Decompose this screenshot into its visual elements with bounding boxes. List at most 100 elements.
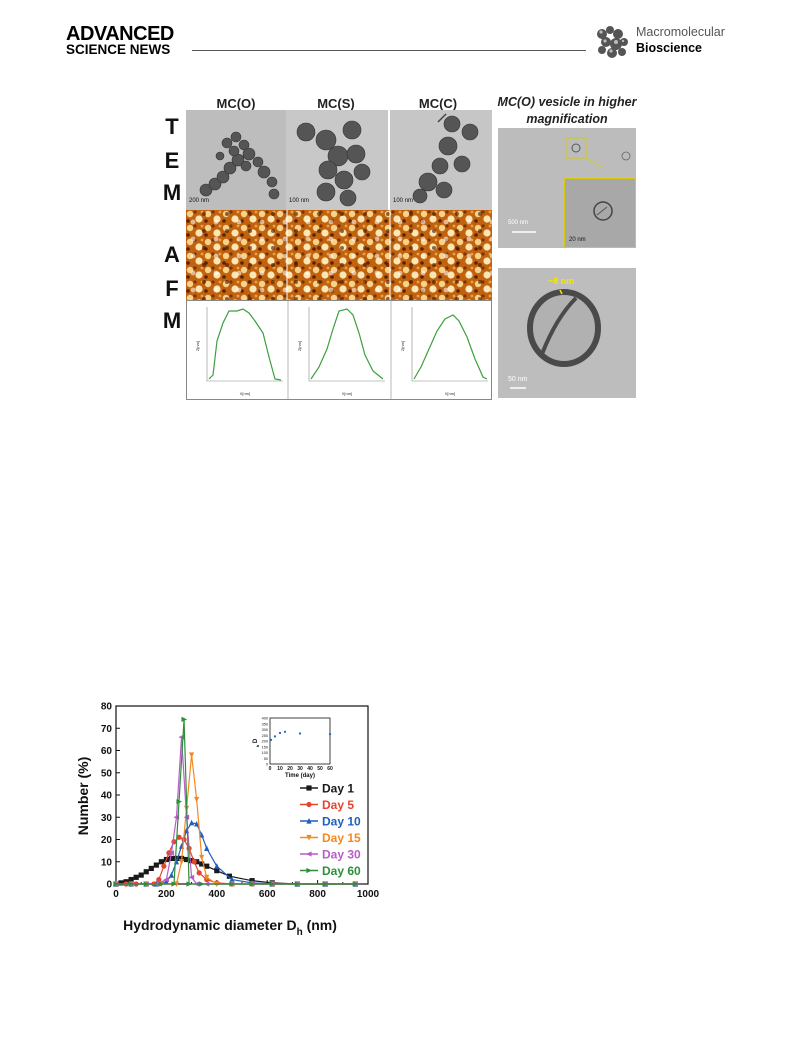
data-point: [168, 850, 175, 856]
tem-mcc-scale: 100 nm: [393, 198, 414, 204]
column-title-mcc: MC(C): [418, 96, 458, 111]
data-point: [168, 855, 175, 862]
side-letter-t: T: [165, 114, 179, 139]
data-point: [163, 878, 169, 885]
inset-y-tick-label: 400: [262, 717, 268, 721]
legend-item: Day 10: [300, 815, 361, 829]
journal-name-line2: Bioscience: [636, 41, 703, 55]
header-rule: [192, 50, 586, 51]
inset-y-tick-label: 300: [262, 728, 268, 732]
inset-y-axis-label: D: [253, 738, 259, 743]
vesicle-panel-title: MC(O) vesicle in higher magnification: [494, 94, 640, 128]
x-tick-label: 800: [309, 889, 326, 900]
tem-mco-particles: [199, 131, 280, 200]
data-point: [176, 799, 183, 805]
publisher-logo: ADVANCED SCIENCE NEWS: [66, 24, 174, 57]
dls-size-distribution-chart: 0 200 400 600 800 1000 0 10 20 30 40 50 60 70 80 Day 1…: [70, 698, 390, 939]
afm-profile-mcs: [310, 308, 384, 380]
vesicle-overview-scale: 500 nm: [508, 220, 529, 226]
legend-label: Day 30: [322, 848, 361, 862]
inset-x-tick-label: 30: [297, 766, 303, 772]
column-title-mco: MC(O): [216, 96, 256, 111]
data-point: [138, 872, 144, 878]
legend-item: Day 15: [300, 831, 361, 845]
data-point: [171, 839, 177, 845]
legend-item: Day 5: [300, 798, 354, 812]
inset-y-tick-label: 350: [262, 722, 268, 726]
data-point: [204, 845, 210, 851]
x-axis-label-unit: (nm): [303, 917, 337, 933]
vesicle-tem-highmag: ~8 nm 50 nm: [498, 268, 636, 398]
inset-data-point: [278, 731, 282, 735]
inset-x-tick-label: 40: [307, 766, 313, 772]
vesicle-title-line1: MC(O) vesicle in higher: [497, 95, 637, 109]
vesicle-tem-zoom: 20 nm: [564, 178, 636, 248]
side-letter-m: M: [162, 180, 182, 205]
inset-y-tick-label: 150: [262, 745, 268, 749]
data-point: [143, 869, 149, 875]
y-tick-label: 70: [101, 724, 113, 735]
afm-ylabel-3: Z[nm]: [400, 341, 405, 351]
data-point: [189, 858, 195, 864]
brand-top: ADVANCED: [66, 23, 174, 45]
legend-label: Day 60: [322, 864, 361, 878]
afm-height-map: [186, 210, 492, 300]
afm-xlabel-2: X[nm]: [342, 391, 352, 396]
data-point: [118, 880, 124, 886]
x-axis-label-sub: h: [297, 927, 303, 938]
side-letter-f: F: [165, 276, 179, 301]
tem-mcc-particles: [412, 113, 479, 204]
inset-frame: [269, 717, 331, 765]
y-tick-label: 10: [101, 857, 113, 868]
inset-y-axis-label-sub: h: [255, 744, 260, 747]
data-point: [194, 820, 200, 827]
data-point: [168, 872, 175, 878]
inset-x-tick-label: 10: [277, 766, 283, 772]
data-point: [305, 851, 312, 857]
x-tick-label: 1000: [357, 889, 380, 900]
x-tick-label: 600: [259, 889, 276, 900]
data-point: [176, 834, 182, 840]
journal-name: Macromolecular Bioscience: [636, 24, 725, 56]
x-tick-label: 400: [208, 889, 225, 900]
inset-y-tick-label: 200: [262, 740, 268, 744]
afm-ylabel-1: Z[nm]: [195, 341, 200, 351]
afm-xlabel-1: X[nm]: [240, 391, 250, 396]
data-point: [204, 863, 210, 869]
inset-data-point: [283, 730, 287, 733]
vesicle-gap: [498, 250, 636, 268]
data-point: [173, 855, 180, 862]
data-point: [229, 881, 236, 887]
data-point: [156, 876, 162, 883]
journal-logo-icon: [597, 26, 628, 58]
vesicle-zoom-image: [593, 201, 613, 221]
inset-y-tick-label: 50: [264, 757, 268, 761]
tem-mcs-particles: [296, 120, 371, 207]
data-point: [181, 716, 188, 722]
data-point: [188, 874, 195, 880]
y-tick-label: 60: [101, 746, 113, 757]
data-point: [183, 814, 190, 820]
y-tick-label: 30: [101, 813, 113, 824]
data-point: [171, 881, 178, 887]
inset-data-point: [269, 738, 273, 741]
legend-label: Day 1: [322, 782, 354, 796]
side-letter-m2: M: [162, 308, 182, 333]
vesicle-title-line2: magnification: [526, 112, 608, 126]
afm-profiles: X[nm] X[nm] X[nm] Z[nm] Z[nm] Z[nm]: [186, 300, 492, 400]
tem-image-mcc: 100 nm: [390, 110, 492, 210]
data-point: [178, 859, 185, 865]
brand-bottom: SCIENCE NEWS: [66, 42, 171, 57]
journal-name-line1: Macromolecular: [636, 25, 725, 39]
series-day-60: [113, 716, 359, 887]
x-tick-label: 200: [158, 889, 175, 900]
data-point: [196, 870, 202, 876]
data-point: [294, 881, 301, 887]
data-point: [128, 881, 135, 887]
legend-item: Day 30: [300, 848, 361, 862]
inset-y-tick-label: 100: [262, 751, 268, 755]
afm-xlabel-3: X[nm]: [445, 391, 455, 396]
data-point: [183, 856, 190, 863]
data-point: [199, 881, 205, 887]
inset-x-axis-label: Time (day): [285, 773, 315, 779]
